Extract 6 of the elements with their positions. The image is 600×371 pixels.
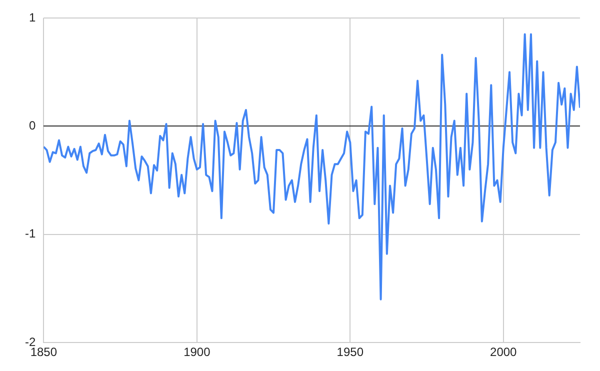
x-tick-label: 2000 (490, 345, 518, 360)
y-tick-label: 0 (28, 118, 36, 133)
y-tick-label: -1 (25, 226, 36, 241)
x-tick-label: 1950 (336, 345, 364, 360)
y-tick-label: 1 (28, 10, 36, 24)
x-tick-label: 1900 (184, 345, 211, 360)
